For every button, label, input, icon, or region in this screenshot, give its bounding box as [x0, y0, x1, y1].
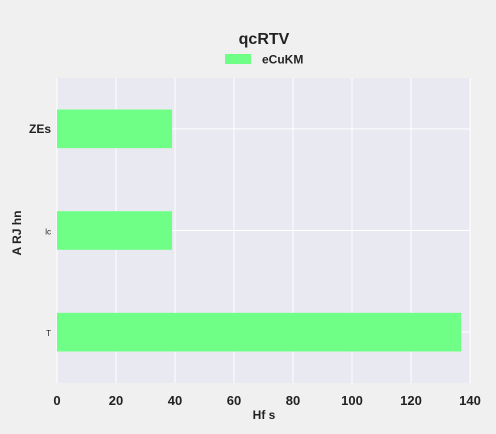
x-tick-label: 60	[227, 393, 241, 408]
x-tick-label: 100	[341, 393, 363, 408]
legend-swatch	[225, 54, 251, 64]
y-tick-label: ZEs	[29, 122, 51, 136]
x-axis-label: Hf s	[253, 408, 276, 422]
legend-label: eCuKM	[262, 53, 303, 67]
x-tick-label: 140	[459, 393, 481, 408]
bars	[57, 109, 462, 352]
x-tick-labels: 0 20 40 60 80 100 120 140	[53, 393, 480, 408]
y-tick-label: T	[46, 329, 51, 338]
chart-title: qcRTV	[239, 31, 290, 48]
bar-T	[57, 312, 462, 352]
bar-lc	[57, 211, 173, 250]
x-tick-label: 20	[109, 393, 123, 408]
bar-ZEs	[57, 109, 173, 149]
x-tick-label: 120	[400, 393, 422, 408]
legend: eCuKM	[225, 53, 303, 67]
x-tick-label: 0	[53, 393, 60, 408]
x-tick-label: 80	[286, 393, 300, 408]
x-tick-label: 40	[168, 393, 182, 408]
y-tick-label: lc	[45, 228, 51, 237]
y-axis-label: A RJ hn	[10, 211, 24, 256]
y-tick-labels: ZEs lc T	[29, 122, 51, 338]
